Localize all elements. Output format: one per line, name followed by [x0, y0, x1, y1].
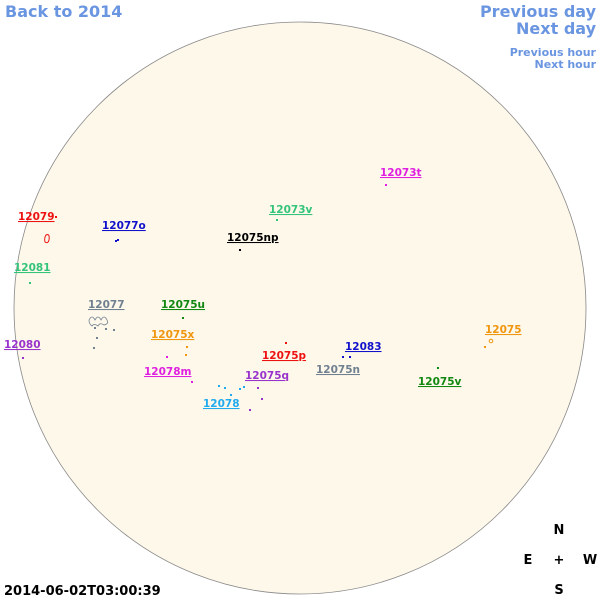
region-spot — [239, 388, 241, 390]
region-spot — [437, 367, 439, 369]
region-spot — [113, 329, 115, 331]
compass-south: S — [554, 583, 563, 598]
region-label[interactable]: 12075np — [227, 232, 279, 244]
next-day-link[interactable]: Next day — [516, 19, 597, 38]
region-spot — [385, 184, 387, 186]
region-outline — [488, 338, 494, 344]
region-label[interactable]: 12075p — [262, 350, 307, 362]
next-hour-link[interactable]: Next hour — [535, 58, 597, 71]
region-spot — [94, 327, 96, 329]
solar-disk — [13, 21, 587, 595]
region-spot — [349, 356, 351, 358]
region-label[interactable]: 12073t — [380, 167, 422, 179]
region-label[interactable]: 12075x — [151, 329, 195, 341]
region-outline — [88, 316, 108, 327]
previous-hour-link[interactable]: Previous hour — [510, 46, 597, 59]
region-label[interactable]: 12077o — [102, 220, 146, 232]
region-label[interactable]: 12075v — [418, 376, 462, 388]
region-spot — [186, 346, 188, 348]
region-spot — [115, 240, 117, 242]
region-spot — [261, 398, 263, 400]
region-spot — [29, 282, 31, 284]
region-label[interactable]: 12075q — [245, 370, 289, 382]
region-label[interactable]: 12077 — [88, 299, 125, 311]
compass-center: + — [554, 553, 565, 568]
region-label[interactable]: 12083 — [345, 341, 382, 353]
timestamp: 2014-06-02T03:00:39 — [4, 584, 161, 599]
region-spot — [342, 356, 344, 358]
region-spot — [224, 387, 226, 389]
region-spot — [285, 342, 287, 344]
region-label[interactable]: 12075n — [316, 364, 360, 376]
region-label[interactable]: 12080 — [4, 339, 41, 351]
compass-west: W — [583, 553, 597, 568]
region-label[interactable]: 12078 — [203, 398, 240, 410]
region-label[interactable]: 12081 — [14, 262, 51, 274]
region-spot — [191, 381, 193, 383]
region-label[interactable]: 12078m — [144, 366, 192, 378]
previous-day-link[interactable]: Previous day — [480, 2, 597, 21]
region-spot — [484, 346, 486, 348]
region-spot — [96, 337, 98, 339]
compass-east: E — [524, 553, 533, 568]
region-label[interactable]: 12075u — [161, 299, 205, 311]
region-spot — [230, 394, 232, 396]
region-spot — [276, 219, 278, 221]
region-spot — [93, 347, 95, 349]
region-spot — [182, 317, 184, 319]
region-spot — [257, 387, 259, 389]
region-spot — [22, 357, 24, 359]
compass-north: N — [554, 523, 565, 538]
region-label[interactable]: 12079 — [18, 211, 55, 223]
region-spot — [249, 409, 251, 411]
region-spot — [243, 386, 245, 388]
region-spot — [55, 216, 57, 218]
region-spot — [105, 328, 107, 330]
region-spot — [218, 385, 220, 387]
region-label[interactable]: 12073v — [269, 204, 313, 216]
region-spot — [239, 249, 241, 251]
back-link[interactable]: Back to 2014 — [5, 2, 122, 21]
region-outline — [44, 234, 50, 244]
region-spot — [185, 354, 187, 356]
region-spot — [166, 356, 168, 358]
region-spot — [117, 239, 119, 241]
region-label[interactable]: 12075 — [485, 324, 522, 336]
